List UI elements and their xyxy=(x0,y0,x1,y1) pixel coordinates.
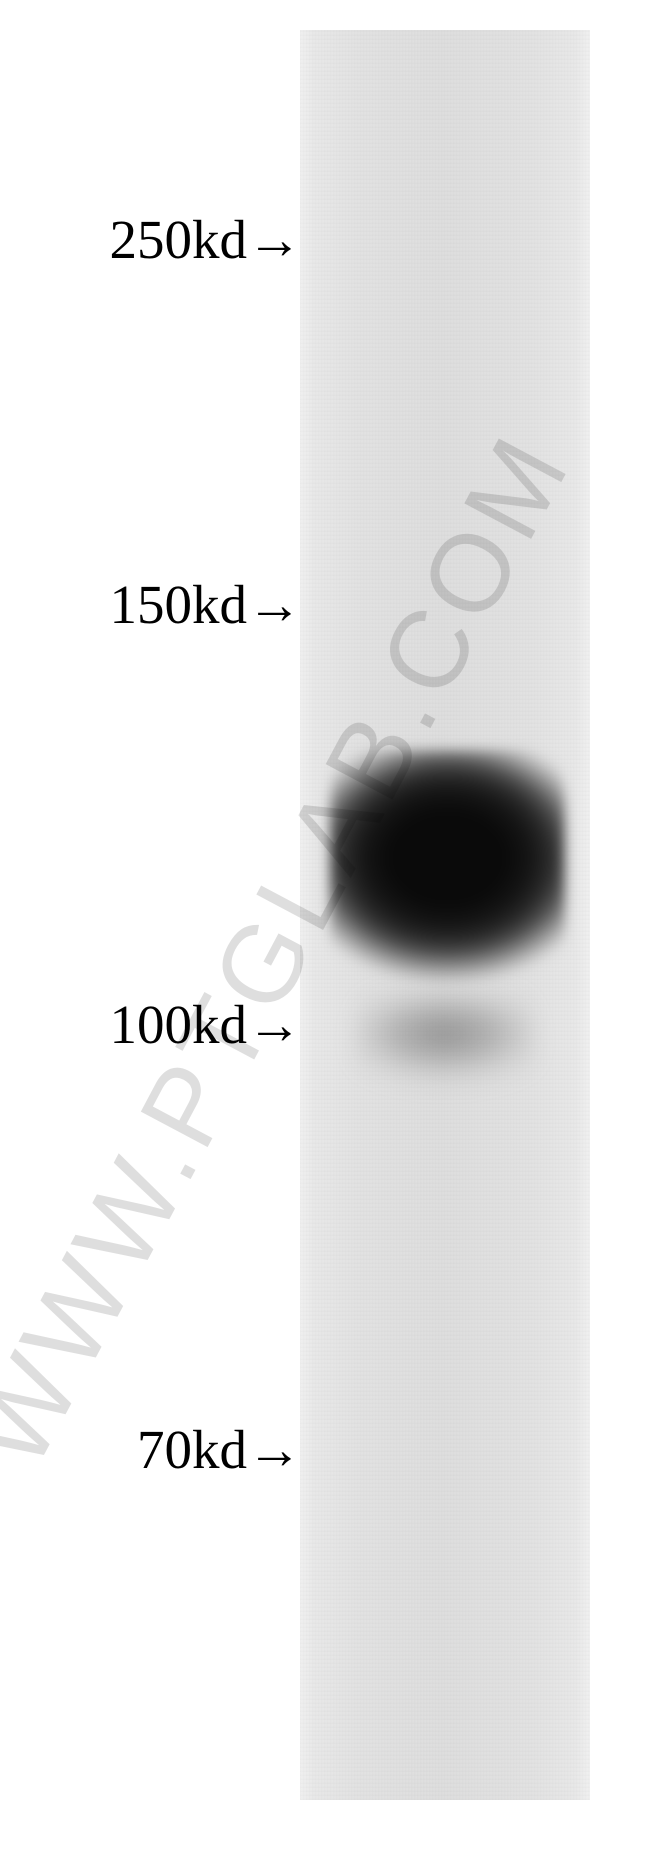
marker-text: 70kd xyxy=(137,1419,247,1480)
arrow-icon: → xyxy=(247,993,302,1056)
marker-text: 250kd xyxy=(110,209,248,270)
marker-150kd: 150kd→ xyxy=(110,573,303,636)
arrow-icon: → xyxy=(247,573,302,636)
marker-70kd: 70kd→ xyxy=(137,1418,302,1481)
marker-text: 150kd xyxy=(110,574,248,635)
marker-text: 100kd xyxy=(110,994,248,1055)
western-blot-figure: 250kd→ 150kd→ 100kd→ 70kd→ WWW.PTGLAB.CO… xyxy=(0,0,650,1855)
band-primary xyxy=(330,750,565,990)
marker-100kd: 100kd→ xyxy=(110,993,303,1056)
marker-250kd: 250kd→ xyxy=(110,208,303,271)
band-secondary xyxy=(355,990,535,1100)
arrow-icon: → xyxy=(247,208,302,271)
arrow-icon: → xyxy=(247,1418,302,1481)
